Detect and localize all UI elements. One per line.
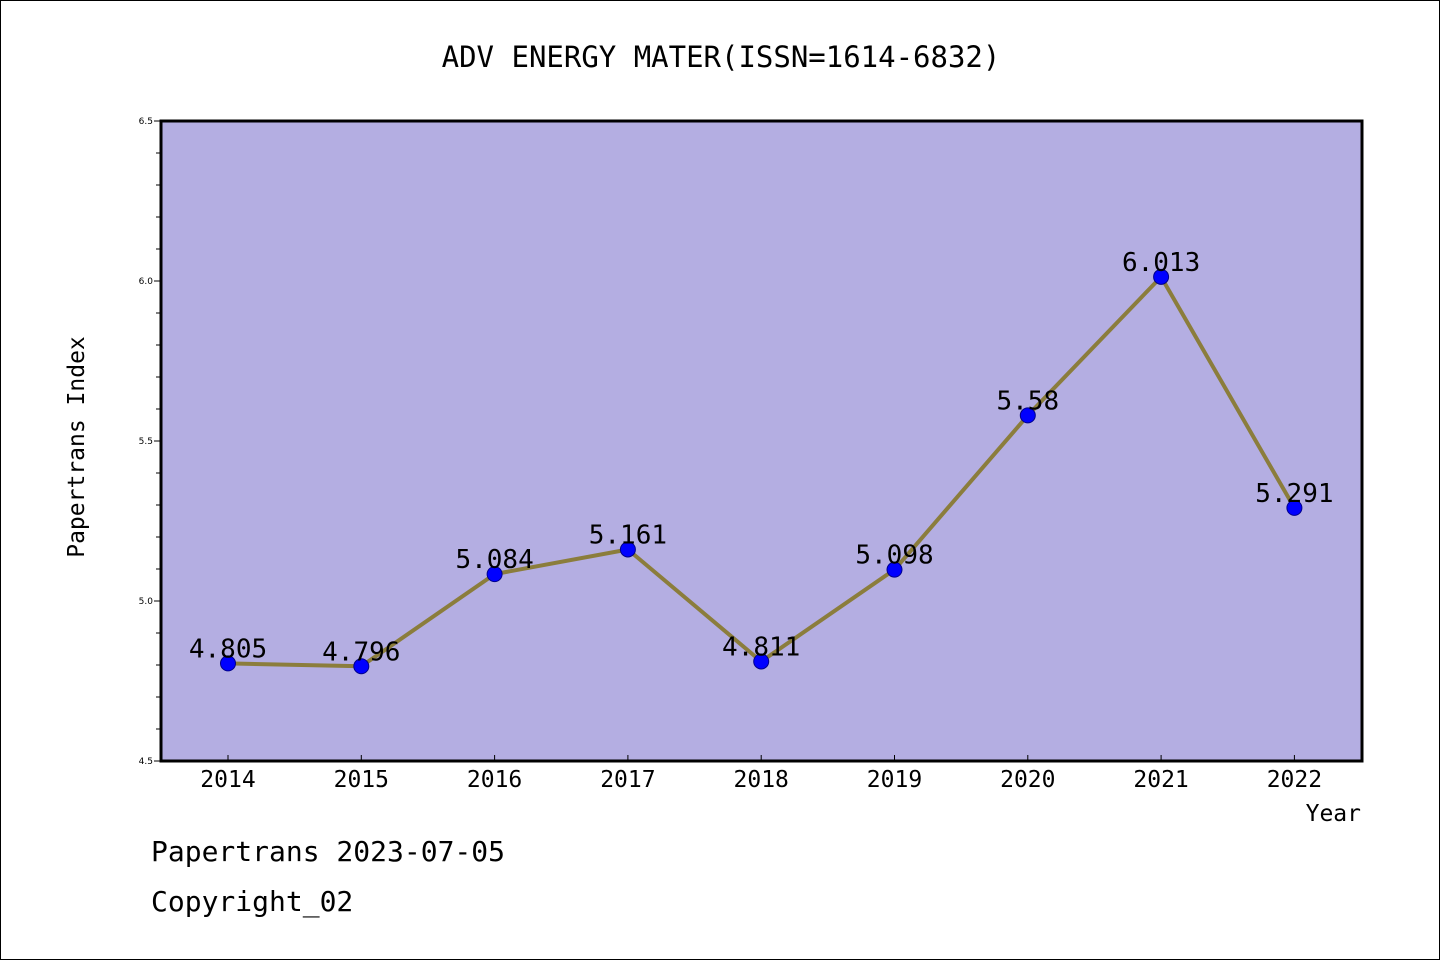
x-tick-label: 2021: [1133, 767, 1188, 793]
data-labels: 4.805 4.796 5.084 5.161 4.811 5.098 5.58 6.013 5…: [189, 248, 1334, 667]
data-label: 5.084: [455, 545, 533, 575]
data-point: [1019, 407, 1036, 424]
data-label: 4.796: [322, 637, 400, 667]
footer-copyright: Copyright_02: [151, 885, 354, 918]
data-label: 5.291: [1255, 479, 1333, 509]
x-tick-label: 2022: [1267, 767, 1322, 793]
series-markers: [220, 268, 1303, 675]
data-point: [1153, 268, 1170, 285]
x-axis-title: Year: [1306, 801, 1361, 827]
x-tick-label: 2017: [600, 767, 655, 793]
x-tick-label: 2019: [867, 767, 922, 793]
y-tick-label: 5.0: [139, 597, 154, 607]
data-point: [886, 561, 903, 578]
data-label: 5.161: [589, 520, 667, 550]
y-axis: 4.5 5.0 5.5 6.0 6.5: [139, 117, 161, 767]
x-tick-label: 2016: [467, 767, 522, 793]
y-tick-label: 6.5: [139, 117, 153, 127]
x-axis: 2014 2015 2016 2017 2018 2019 2020 2021 2022: [200, 755, 1322, 793]
data-point: [220, 655, 236, 672]
data-point: [619, 541, 636, 558]
data-label: 4.811: [722, 632, 800, 662]
x-tick-label: 2015: [334, 767, 389, 793]
x-tick-label: 2014: [200, 767, 255, 793]
y-axis-title: Papertrans Index: [64, 336, 90, 558]
data-label: 5.098: [855, 541, 933, 571]
y-tick-label: 6.0: [139, 277, 154, 287]
y-tick-label: 5.5: [139, 437, 153, 447]
data-label: 5.58: [996, 386, 1059, 416]
data-point: [1286, 499, 1303, 516]
data-point: [486, 566, 503, 583]
footer-date: Papertrans 2023-07-05: [151, 835, 506, 868]
data-point: [353, 658, 370, 675]
x-tick-label: 2018: [734, 767, 789, 793]
data-point: [753, 653, 770, 670]
data-label: 4.805: [189, 634, 267, 664]
data-label: 6.013: [1122, 248, 1200, 278]
chart-title: ADV ENERGY MATER(ISSN=1614-6832): [442, 40, 1001, 74]
y-tick-label: 4.5: [139, 757, 153, 767]
x-tick-label: 2020: [1000, 767, 1055, 793]
